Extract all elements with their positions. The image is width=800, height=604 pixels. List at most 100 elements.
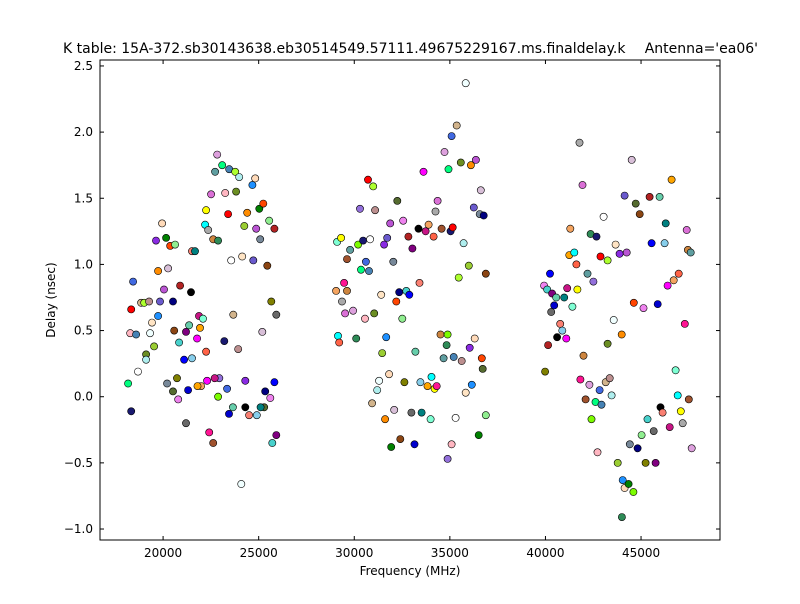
data-point	[156, 297, 164, 306]
data-point	[272, 310, 281, 319]
data-point	[481, 269, 490, 278]
data-point	[405, 290, 414, 299]
x-tick-label: 40000	[526, 546, 564, 560]
data-point	[553, 333, 561, 342]
data-point	[235, 173, 244, 181]
data-point	[263, 261, 272, 270]
x-tick-label: 45000	[622, 546, 660, 560]
data-point	[228, 403, 237, 412]
data-point	[232, 187, 240, 196]
data-point	[154, 267, 162, 275]
data-point	[660, 239, 669, 248]
data-point	[641, 458, 650, 467]
data-point	[132, 330, 140, 339]
points-layer	[124, 79, 696, 521]
data-point	[635, 210, 644, 218]
data-point	[259, 199, 268, 208]
data-point	[686, 248, 695, 257]
data-point	[452, 121, 461, 130]
data-point	[224, 210, 232, 218]
data-point	[478, 364, 487, 373]
data-point	[622, 248, 631, 257]
data-point	[684, 395, 693, 404]
data-point	[643, 415, 652, 424]
data-point	[203, 376, 211, 385]
y-axis-label: Delay (nsec)	[44, 262, 58, 337]
data-point	[231, 167, 240, 176]
data-point	[154, 312, 162, 320]
data-point	[465, 343, 474, 352]
data-point	[477, 354, 486, 363]
data-point	[562, 334, 571, 343]
data-point	[669, 276, 678, 285]
data-point	[261, 387, 270, 396]
data-point	[369, 182, 378, 191]
data-point	[400, 378, 409, 387]
data-point	[199, 314, 207, 323]
data-point	[466, 161, 475, 170]
data-point	[568, 302, 577, 311]
data-point	[272, 431, 281, 439]
data-point	[173, 374, 181, 383]
data-point	[558, 326, 567, 335]
data-point	[185, 321, 193, 330]
data-point	[234, 345, 243, 353]
data-point	[182, 419, 190, 428]
data-point	[550, 301, 559, 310]
data-point	[585, 380, 594, 389]
data-point	[629, 488, 638, 496]
data-point	[145, 297, 153, 306]
data-point	[560, 293, 569, 302]
data-point	[142, 355, 150, 364]
data-point	[158, 219, 166, 228]
data-point	[649, 427, 658, 435]
data-point	[442, 341, 451, 349]
data-point	[377, 290, 386, 299]
data-point	[169, 297, 177, 306]
data-point	[618, 513, 626, 521]
data-point	[180, 355, 188, 364]
data-point	[599, 212, 608, 221]
data-point	[252, 411, 261, 420]
data-point	[448, 223, 457, 232]
data-point	[218, 161, 227, 170]
data-point	[633, 444, 642, 453]
data-point	[332, 286, 340, 295]
data-point	[674, 269, 683, 278]
data-point	[578, 181, 587, 189]
data-point	[575, 138, 584, 147]
data-point	[334, 331, 342, 340]
data-point	[386, 219, 395, 228]
data-point	[589, 277, 598, 286]
data-point	[667, 175, 676, 184]
data-point	[617, 330, 626, 339]
data-point	[248, 181, 257, 189]
data-point	[427, 372, 436, 381]
data-point	[241, 376, 250, 385]
data-point	[603, 339, 612, 348]
data-point	[389, 257, 398, 266]
data-point	[366, 235, 374, 244]
x-tick-label: 35000	[431, 546, 469, 560]
y-tick-label: −1.0	[64, 522, 93, 536]
data-point	[676, 407, 685, 416]
data-point	[607, 391, 616, 400]
data-point	[658, 408, 667, 417]
data-point	[680, 319, 689, 328]
data-point	[196, 323, 204, 332]
data-point	[461, 79, 470, 88]
data-point	[169, 387, 177, 396]
data-point	[392, 297, 401, 306]
data-point	[375, 376, 383, 385]
data-point	[431, 207, 440, 216]
data-point	[184, 386, 192, 394]
data-point	[419, 167, 428, 176]
data-point	[596, 252, 605, 261]
data-point	[174, 395, 183, 404]
data-point	[343, 255, 351, 263]
data-point	[187, 288, 195, 297]
data-point	[387, 443, 396, 451]
data-point	[447, 440, 456, 449]
data-point	[164, 264, 172, 273]
data-point	[188, 354, 196, 363]
